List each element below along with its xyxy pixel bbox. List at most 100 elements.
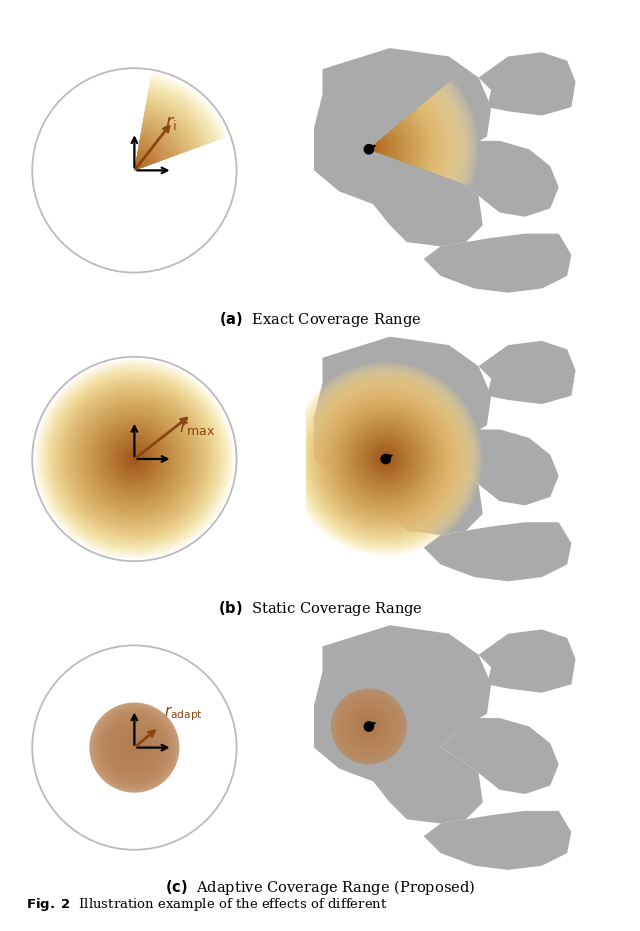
Wedge shape [369,93,456,180]
Wedge shape [134,115,188,170]
Wedge shape [134,128,175,170]
Circle shape [332,406,439,512]
Circle shape [129,453,140,465]
Wedge shape [369,84,470,184]
Wedge shape [369,133,394,157]
Circle shape [130,743,139,752]
Wedge shape [134,105,196,170]
Circle shape [372,445,399,473]
Polygon shape [440,429,559,506]
Circle shape [92,705,177,790]
Circle shape [101,425,168,492]
Circle shape [40,365,228,553]
Wedge shape [134,73,227,170]
Circle shape [317,390,454,528]
Wedge shape [134,98,204,170]
Circle shape [343,700,395,752]
Circle shape [365,722,372,730]
Circle shape [72,397,196,521]
Wedge shape [369,147,373,151]
Circle shape [90,703,179,792]
Circle shape [367,440,404,478]
Circle shape [339,412,432,506]
Circle shape [353,710,385,743]
Wedge shape [134,95,206,170]
Wedge shape [134,148,156,170]
Wedge shape [134,99,203,170]
Circle shape [384,457,388,461]
Circle shape [358,431,414,487]
Circle shape [88,413,180,505]
Wedge shape [369,79,479,187]
Wedge shape [369,86,468,183]
Circle shape [86,411,182,507]
Circle shape [346,419,426,499]
Circle shape [334,692,404,762]
Circle shape [328,400,444,518]
Wedge shape [369,85,469,183]
Circle shape [376,450,396,468]
Circle shape [342,699,396,754]
Circle shape [90,415,179,503]
Circle shape [333,407,438,511]
Wedge shape [134,146,158,170]
Circle shape [118,443,150,475]
Circle shape [328,402,443,516]
Circle shape [324,397,448,521]
Circle shape [341,698,397,754]
Wedge shape [369,87,466,182]
Circle shape [359,716,379,736]
Wedge shape [134,97,205,170]
Circle shape [355,712,383,741]
Circle shape [374,447,397,471]
Wedge shape [369,101,444,175]
Wedge shape [369,132,395,158]
Circle shape [35,359,234,559]
Circle shape [118,731,151,764]
Wedge shape [369,97,450,177]
Wedge shape [369,131,396,158]
Circle shape [68,393,200,525]
Circle shape [122,735,147,760]
Wedge shape [369,141,383,154]
Circle shape [93,707,176,789]
Circle shape [117,730,152,765]
Circle shape [115,439,154,479]
Circle shape [332,690,406,763]
Text: $\mathbf{(c)}$  Adaptive Coverage Range (Proposed): $\mathbf{(c)}$ Adaptive Coverage Range (… [165,878,475,897]
Circle shape [353,426,419,492]
Circle shape [51,375,218,543]
Circle shape [122,446,147,472]
Circle shape [101,714,168,781]
Circle shape [356,714,381,739]
Circle shape [127,740,142,755]
Circle shape [94,419,175,499]
Circle shape [95,708,173,787]
Circle shape [345,703,393,750]
Polygon shape [479,629,575,693]
Circle shape [76,400,193,518]
Circle shape [347,420,424,498]
Circle shape [92,706,177,789]
Wedge shape [134,118,184,170]
Circle shape [113,726,156,769]
Wedge shape [369,88,465,182]
Text: $r_\mathrm{max}$: $r_\mathrm{max}$ [179,419,215,438]
Circle shape [304,377,467,541]
Wedge shape [134,162,143,170]
Wedge shape [134,133,170,170]
Wedge shape [134,152,152,170]
Wedge shape [369,80,477,186]
Wedge shape [369,134,392,157]
Circle shape [296,369,476,549]
Wedge shape [134,90,211,170]
Circle shape [123,736,146,759]
Circle shape [362,720,376,734]
Wedge shape [134,158,146,170]
Wedge shape [369,135,391,156]
Wedge shape [369,89,462,182]
Circle shape [362,435,410,483]
Circle shape [294,368,477,550]
Circle shape [358,716,380,737]
Wedge shape [134,88,213,170]
